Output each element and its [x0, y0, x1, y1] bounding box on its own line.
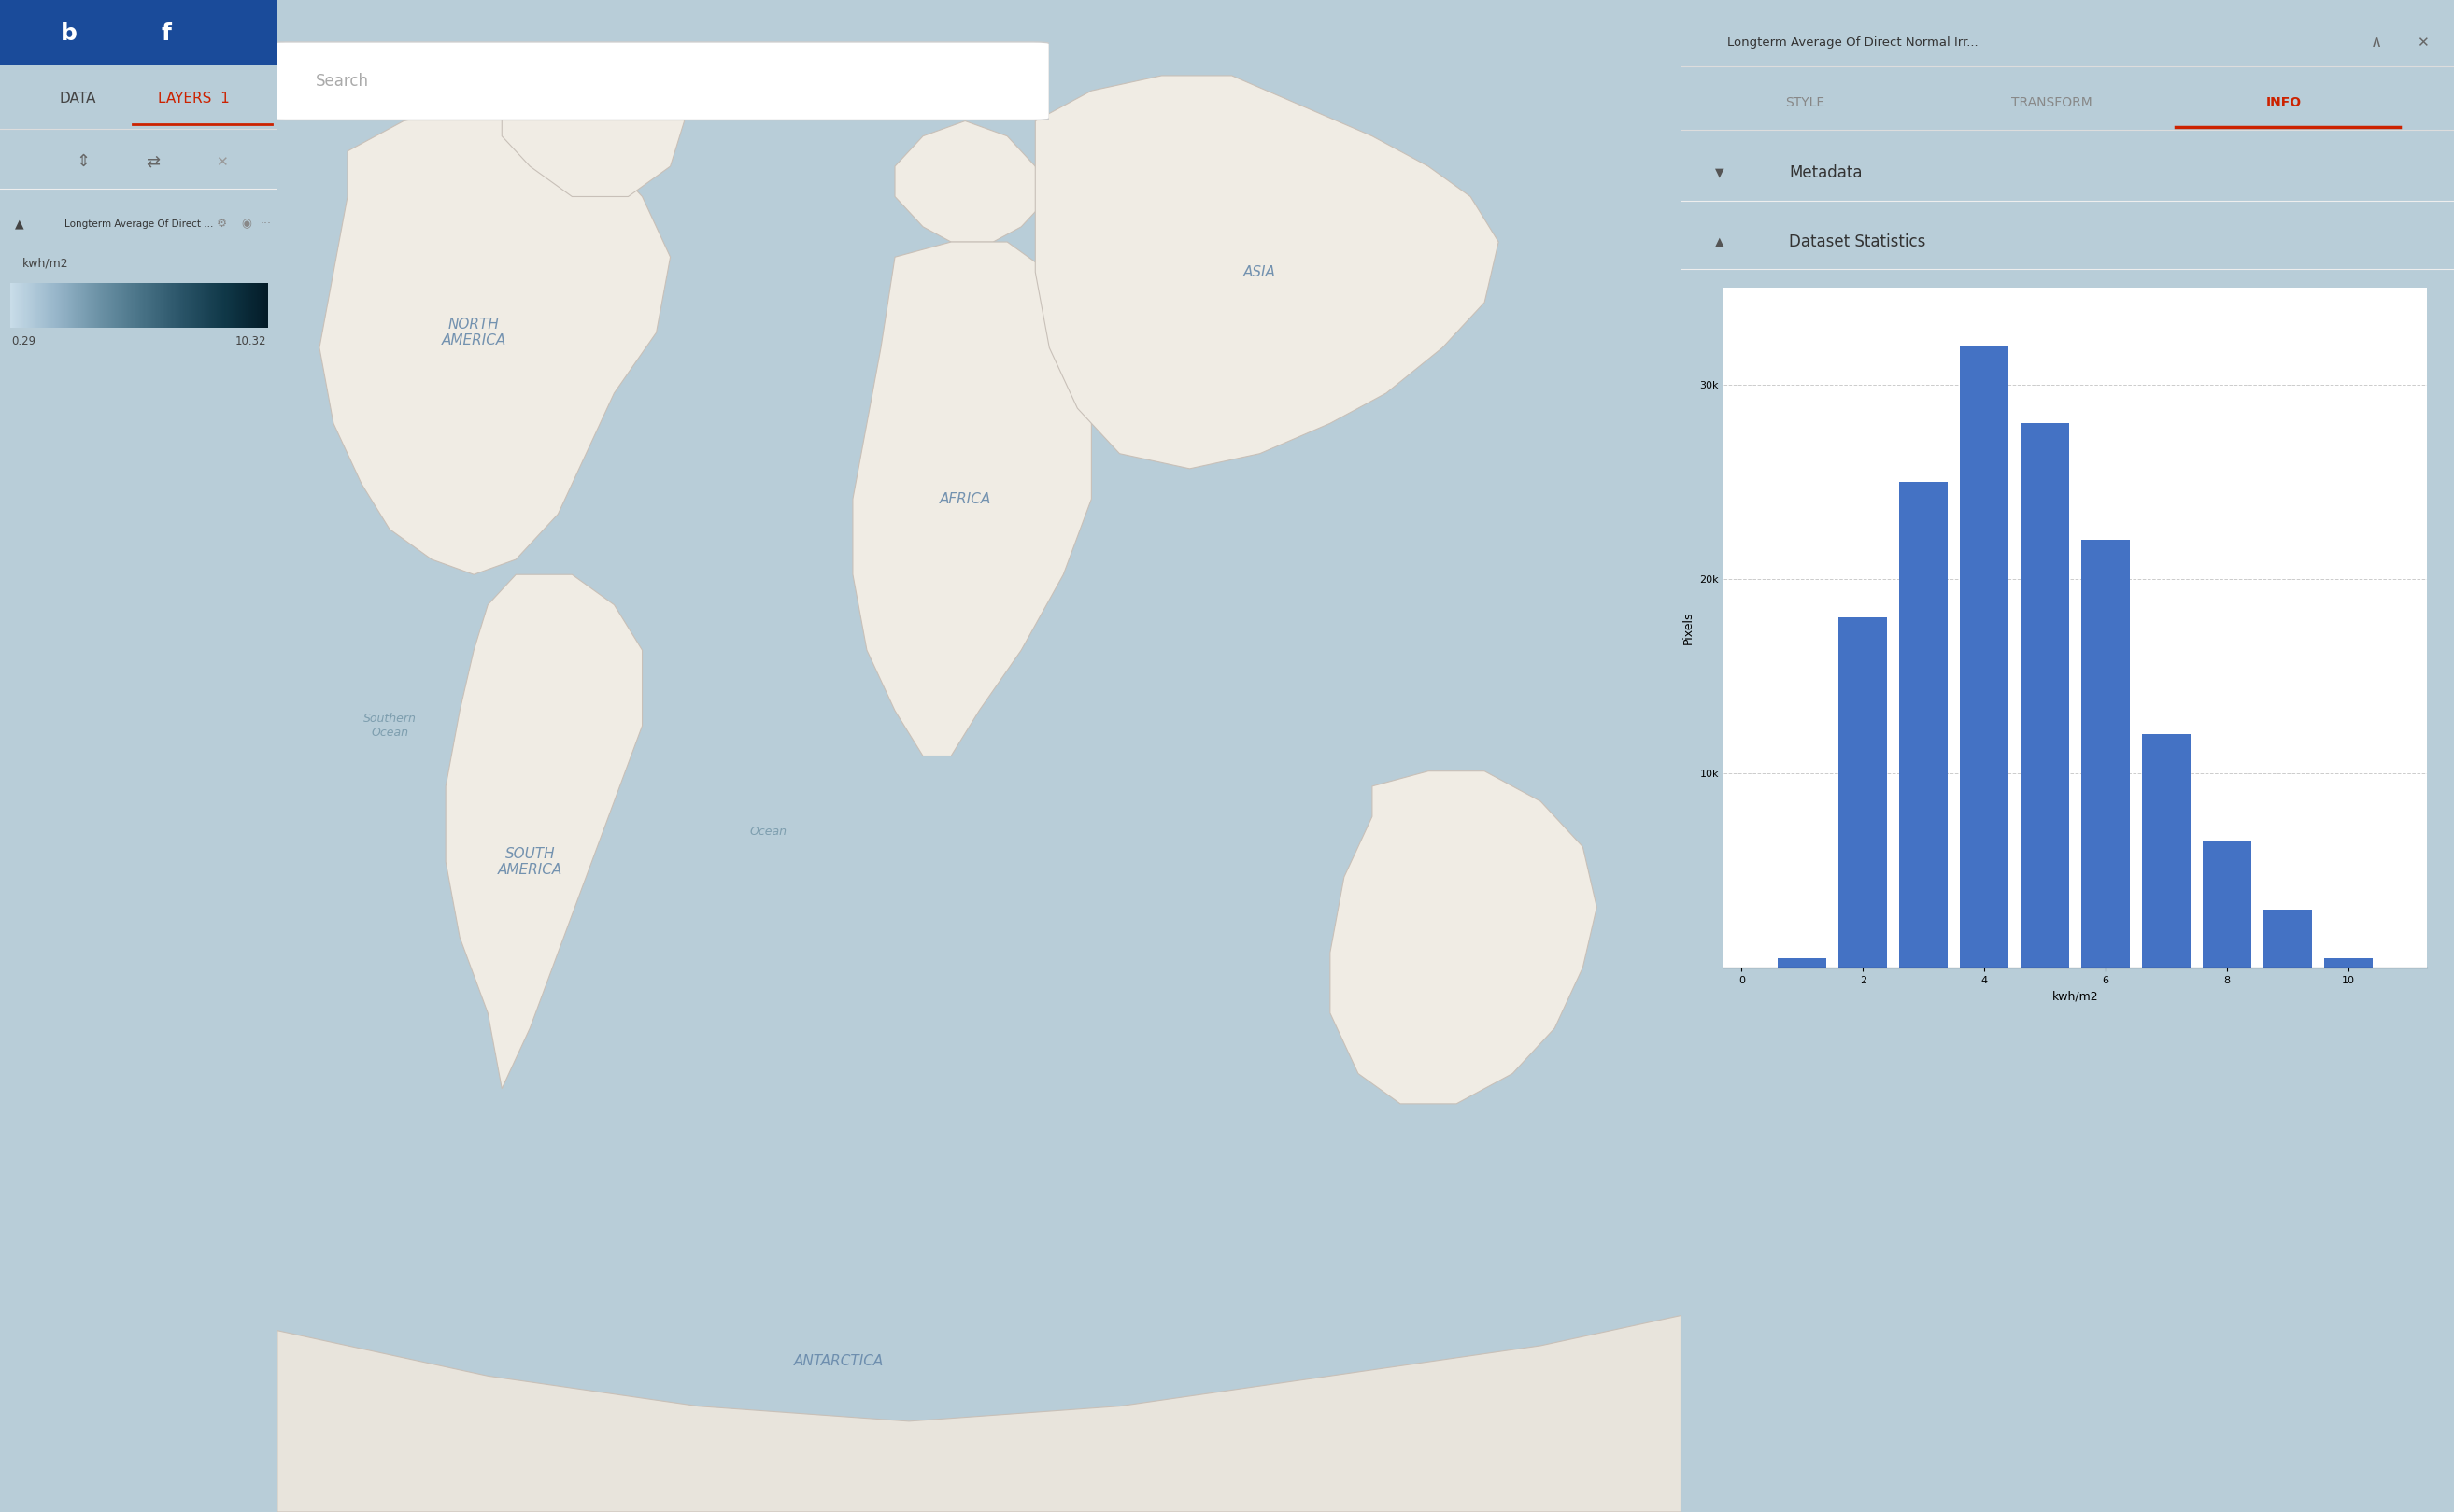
Bar — [2020, 423, 2069, 968]
Text: AFRICA: AFRICA — [940, 491, 991, 507]
Bar — [1961, 346, 2007, 968]
Text: DATA: DATA — [59, 91, 96, 106]
FancyBboxPatch shape — [270, 42, 1050, 119]
Text: ✕: ✕ — [216, 154, 228, 169]
Text: Search: Search — [317, 73, 368, 89]
Polygon shape — [1036, 76, 1499, 469]
Text: LAYERS  1: LAYERS 1 — [157, 91, 231, 106]
Text: Southern
Ocean: Southern Ocean — [363, 712, 417, 739]
Text: Ocean: Ocean — [751, 826, 788, 838]
Text: STYLE: STYLE — [1784, 97, 1823, 109]
Text: Metadata: Metadata — [1789, 163, 1863, 181]
Bar — [2204, 841, 2250, 968]
Polygon shape — [896, 121, 1050, 242]
Text: ⇕: ⇕ — [76, 153, 91, 171]
Text: ASIA: ASIA — [1244, 265, 1276, 280]
Text: 10.32: 10.32 — [236, 336, 265, 348]
Text: ◉: ◉ — [243, 218, 253, 230]
Text: Longterm Average Of Direct ...: Longterm Average Of Direct ... — [64, 219, 213, 228]
Polygon shape — [447, 575, 643, 1089]
Text: f: f — [162, 23, 172, 44]
Text: ▲: ▲ — [15, 218, 25, 230]
Bar — [2142, 735, 2191, 968]
Text: INFO: INFO — [2265, 97, 2302, 109]
Polygon shape — [277, 1315, 1681, 1512]
Text: NORTH
AMERICA: NORTH AMERICA — [442, 318, 506, 348]
Text: TRANSFORM: TRANSFORM — [2012, 97, 2093, 109]
Bar — [2324, 959, 2373, 968]
Text: Dataset Statistics: Dataset Statistics — [1789, 233, 1926, 251]
Text: ⇄: ⇄ — [145, 153, 160, 171]
Bar — [1899, 482, 1948, 968]
Text: OCEANIA: OCEANIA — [1867, 794, 1931, 809]
Bar — [2263, 909, 2312, 968]
X-axis label: kwh/m2: kwh/m2 — [2052, 990, 2098, 1002]
Text: ···: ··· — [260, 218, 272, 230]
Text: kwh/m2: kwh/m2 — [22, 257, 69, 269]
Text: ⚙: ⚙ — [216, 218, 228, 230]
Polygon shape — [319, 106, 670, 575]
Y-axis label: Pixels: Pixels — [1683, 611, 1696, 644]
Text: 0.29: 0.29 — [12, 336, 34, 348]
Text: ∧: ∧ — [2371, 33, 2383, 51]
Polygon shape — [1330, 771, 1598, 1104]
Bar — [0, 0, 277, 65]
Text: SOUTH
AMERICA: SOUTH AMERICA — [498, 847, 562, 877]
Text: ▼: ▼ — [1715, 166, 1725, 178]
Bar — [1779, 959, 1826, 968]
Polygon shape — [503, 60, 685, 197]
Text: b: b — [61, 23, 79, 44]
Text: ▲: ▲ — [1715, 236, 1725, 248]
Bar — [2081, 540, 2130, 968]
Text: Longterm Average Of Direct Normal Irr...: Longterm Average Of Direct Normal Irr... — [1728, 36, 1978, 48]
Polygon shape — [854, 242, 1092, 756]
Text: ANTARCTICA: ANTARCTICA — [793, 1353, 883, 1368]
Bar — [1838, 618, 1887, 968]
Text: ✕: ✕ — [2417, 35, 2429, 50]
